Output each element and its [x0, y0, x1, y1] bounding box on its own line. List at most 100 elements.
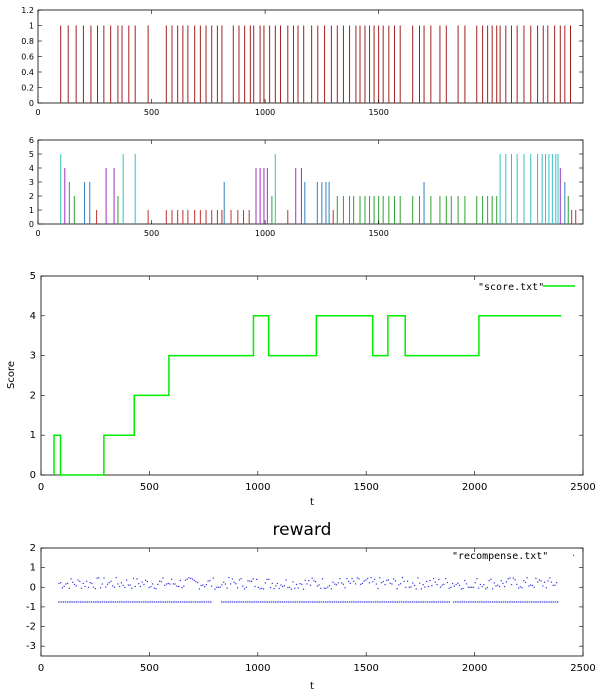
- data-point: [298, 601, 301, 603]
- data-point: [491, 601, 494, 603]
- data-point: [448, 601, 450, 603]
- plot-frame: [37, 139, 584, 225]
- data-point: [535, 601, 537, 603]
- data-point: [171, 578, 173, 580]
- data-point: [554, 584, 556, 586]
- x-tick-label: 500: [140, 482, 159, 493]
- data-point: [386, 579, 388, 581]
- score-series-line: [53, 315, 562, 476]
- data-point: [181, 601, 184, 603]
- data-point: [91, 582, 93, 585]
- data-point: [223, 601, 225, 603]
- data-point: [342, 583, 344, 585]
- y-tick-label: 4: [30, 311, 36, 322]
- data-point: [303, 601, 305, 603]
- data-point: [205, 583, 207, 586]
- x-tick-label: 2000: [462, 482, 487, 493]
- data-point: [509, 601, 511, 603]
- data-point: [176, 585, 178, 587]
- data-point: [256, 578, 258, 581]
- data-point: [197, 582, 199, 584]
- data-point: [381, 601, 383, 603]
- data-point: [99, 587, 102, 589]
- data-point: [370, 601, 372, 603]
- y-tick-label: 0: [29, 99, 34, 108]
- data-point: [479, 583, 482, 586]
- data-point: [235, 583, 237, 585]
- data-point: [488, 580, 490, 582]
- data-point: [246, 601, 249, 603]
- y-tick-label: 1: [29, 206, 34, 215]
- data-point: [236, 587, 239, 589]
- data-point: [101, 601, 104, 603]
- data-point: [354, 583, 357, 585]
- data-point: [413, 584, 416, 587]
- data-point: [323, 587, 325, 589]
- data-point: [478, 601, 481, 603]
- data-point: [289, 586, 291, 588]
- data-point: [432, 577, 435, 580]
- data-point: [446, 581, 449, 584]
- data-point: [67, 601, 69, 603]
- data-point: [483, 601, 485, 603]
- data-point: [507, 601, 509, 603]
- data-point: [200, 584, 202, 587]
- data-point: [410, 586, 412, 588]
- data-point: [188, 577, 190, 579]
- data-point: [162, 577, 164, 579]
- data-point: [249, 580, 251, 582]
- data-point: [150, 585, 152, 588]
- data-point: [437, 601, 440, 603]
- data-point: [549, 577, 551, 579]
- data-point: [266, 601, 268, 603]
- data-point: [460, 588, 462, 590]
- data-point: [210, 601, 212, 603]
- data-point: [294, 601, 297, 603]
- data-point: [259, 588, 261, 590]
- data-point: [502, 582, 504, 585]
- data-point: [63, 585, 65, 587]
- data-point: [207, 580, 209, 582]
- data-point: [515, 601, 518, 603]
- data-point: [82, 582, 84, 584]
- data-point: [244, 601, 247, 603]
- data-point: [106, 601, 108, 603]
- y-tick-label: 0.4: [21, 68, 34, 77]
- y-tick-label: 6: [29, 136, 34, 145]
- data-point: [467, 586, 469, 588]
- data-point: [295, 583, 298, 586]
- data-point: [169, 583, 171, 585]
- data-point: [546, 601, 548, 603]
- data-point: [361, 582, 364, 584]
- data-point: [349, 582, 351, 584]
- data-point: [462, 587, 464, 590]
- data-point: [313, 580, 315, 582]
- data-point: [146, 580, 148, 583]
- data-point: [71, 601, 73, 603]
- data-point: [418, 601, 420, 603]
- data-point: [89, 582, 91, 584]
- data-point: [305, 601, 307, 603]
- data-point: [140, 601, 143, 603]
- data-point: [87, 586, 90, 588]
- data-point: [117, 583, 119, 585]
- data-point: [147, 601, 149, 603]
- data-point: [199, 601, 201, 603]
- data-point: [363, 580, 365, 582]
- data-point: [309, 584, 312, 586]
- data-point: [96, 577, 98, 579]
- data-point: [210, 585, 213, 587]
- data-point: [543, 581, 546, 583]
- data-point: [406, 580, 409, 582]
- data-point: [458, 584, 461, 586]
- data-point: [314, 601, 316, 603]
- data-point: [230, 583, 232, 585]
- data-point: [327, 586, 329, 588]
- legend-swatch: ·: [572, 551, 575, 562]
- x-tick-label: 0: [35, 108, 40, 117]
- data-point: [242, 601, 245, 603]
- data-point: [95, 601, 97, 603]
- data-point: [500, 580, 502, 582]
- data-point: [250, 580, 253, 583]
